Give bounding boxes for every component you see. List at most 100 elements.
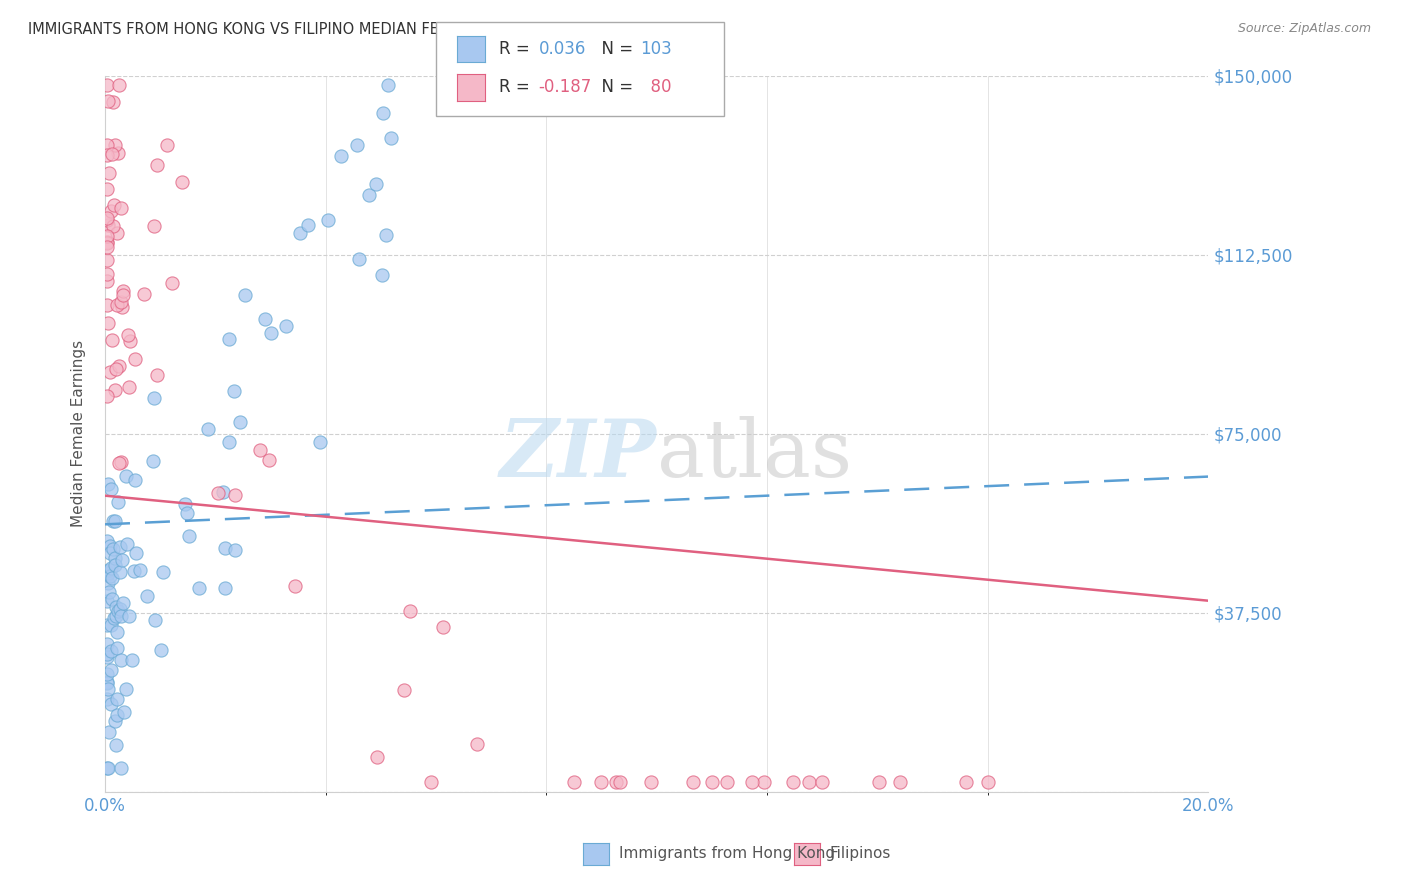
Point xyxy=(96,298,118,312)
Point xyxy=(229,415,252,429)
Point xyxy=(107,145,129,160)
Point xyxy=(110,553,132,567)
Point xyxy=(955,775,977,789)
Point xyxy=(224,384,246,399)
Point xyxy=(110,201,132,215)
Point xyxy=(115,681,138,696)
Point xyxy=(118,608,141,623)
Point xyxy=(97,316,120,330)
Text: 80: 80 xyxy=(640,78,671,96)
Point xyxy=(98,724,121,739)
Point xyxy=(96,212,118,227)
Point xyxy=(211,485,233,500)
Point xyxy=(105,298,128,312)
Point xyxy=(100,697,122,711)
Point xyxy=(96,676,118,690)
Point xyxy=(96,211,118,226)
Point xyxy=(100,561,122,575)
Point xyxy=(111,597,134,611)
Point xyxy=(96,182,118,196)
Point xyxy=(176,506,198,520)
Text: Filipinos: Filipinos xyxy=(830,847,891,861)
Point xyxy=(96,761,118,775)
Point xyxy=(100,482,122,496)
Point xyxy=(107,624,129,639)
Point xyxy=(111,301,134,315)
Point xyxy=(100,644,122,658)
Text: N =: N = xyxy=(591,40,638,58)
Point xyxy=(110,455,132,469)
Point xyxy=(799,775,821,789)
Point xyxy=(97,562,120,576)
Point xyxy=(132,287,155,301)
Point xyxy=(96,78,118,92)
Point xyxy=(174,497,197,511)
Point xyxy=(357,187,380,202)
Point xyxy=(284,579,307,593)
Point xyxy=(143,391,166,405)
Point xyxy=(114,468,136,483)
Point xyxy=(103,610,125,624)
Point xyxy=(105,691,128,706)
Point xyxy=(398,604,420,618)
Point xyxy=(104,138,127,153)
Point xyxy=(346,137,368,152)
Point xyxy=(124,473,146,487)
Point xyxy=(591,775,613,789)
Point xyxy=(105,600,128,615)
Point xyxy=(142,219,165,233)
Text: Immigrants from Hong Kong: Immigrants from Hong Kong xyxy=(619,847,835,861)
Point xyxy=(96,692,118,706)
Point xyxy=(108,565,131,579)
Point xyxy=(105,738,128,752)
Point xyxy=(96,229,118,244)
Point xyxy=(224,488,246,502)
Text: 103: 103 xyxy=(640,40,672,58)
Text: -0.187: -0.187 xyxy=(538,78,592,96)
Point xyxy=(869,775,891,789)
Point xyxy=(118,334,141,348)
Point xyxy=(605,775,627,789)
Point xyxy=(329,149,352,163)
Point xyxy=(224,542,246,557)
Point xyxy=(233,288,256,302)
Y-axis label: Median Female Earnings: Median Female Earnings xyxy=(72,340,86,527)
Point xyxy=(371,268,394,282)
Point xyxy=(101,571,124,585)
Point xyxy=(377,78,399,92)
Point xyxy=(700,775,723,789)
Point xyxy=(124,351,146,366)
Point xyxy=(96,649,118,664)
Point xyxy=(142,454,165,468)
Point xyxy=(562,775,585,789)
Point xyxy=(640,775,662,789)
Point xyxy=(97,576,120,591)
Text: IMMIGRANTS FROM HONG KONG VS FILIPINO MEDIAN FEMALE EARNINGS CORRELATION CHART: IMMIGRANTS FROM HONG KONG VS FILIPINO ME… xyxy=(28,22,721,37)
Text: Source: ZipAtlas.com: Source: ZipAtlas.com xyxy=(1237,22,1371,36)
Point xyxy=(145,368,167,382)
Point xyxy=(108,359,131,373)
Point xyxy=(97,566,120,580)
Point xyxy=(207,486,229,500)
Point xyxy=(160,276,183,290)
Point xyxy=(609,775,631,789)
Point xyxy=(111,284,134,298)
Point xyxy=(96,647,118,661)
Text: atlas: atlas xyxy=(657,416,852,494)
Point xyxy=(112,705,135,719)
Point xyxy=(96,534,118,549)
Point xyxy=(218,333,240,347)
Point xyxy=(752,775,775,789)
Point xyxy=(96,675,118,690)
Point xyxy=(100,204,122,219)
Point xyxy=(101,333,124,347)
Point xyxy=(96,637,118,651)
Point xyxy=(297,218,319,232)
Point xyxy=(118,380,141,394)
Point xyxy=(96,138,118,153)
Point xyxy=(110,761,132,775)
Point xyxy=(97,94,120,108)
Point xyxy=(309,434,332,449)
Point xyxy=(110,653,132,667)
Point xyxy=(104,550,127,565)
